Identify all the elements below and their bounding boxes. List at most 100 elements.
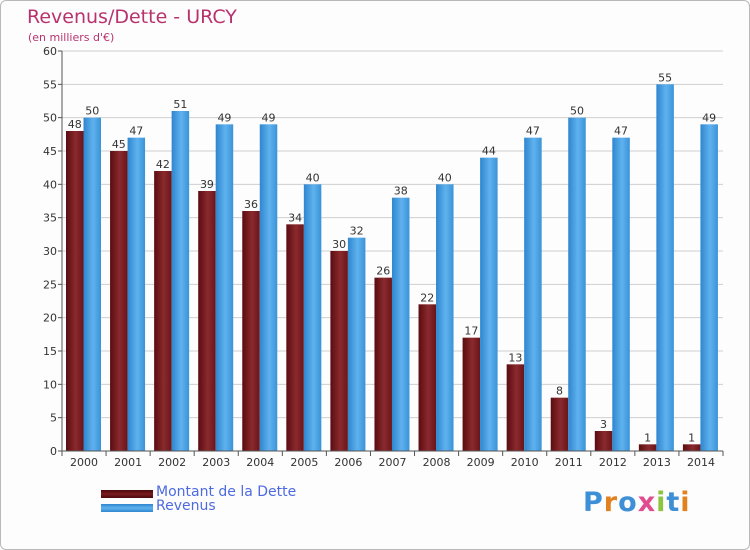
x-tick-label: 2011 bbox=[555, 456, 583, 469]
bar-debt-2003 bbox=[198, 191, 216, 451]
x-tick-label: 2005 bbox=[290, 456, 318, 469]
x-tick-label: 2001 bbox=[114, 456, 142, 469]
logo-letter: i bbox=[656, 487, 667, 518]
x-tick-label: 2009 bbox=[467, 456, 495, 469]
data-label-revenue-2004: 49 bbox=[262, 111, 276, 124]
x-tick-label: 2010 bbox=[511, 456, 539, 469]
y-tick-label: 25 bbox=[43, 278, 57, 291]
data-label-revenue-2012: 47 bbox=[614, 125, 628, 138]
x-tick-label: 2002 bbox=[158, 456, 186, 469]
bar-revenue-2007 bbox=[391, 197, 410, 451]
data-label-revenue-2010: 47 bbox=[526, 125, 540, 138]
bar-revenue-2004 bbox=[259, 124, 278, 451]
y-tick-label: 55 bbox=[43, 78, 57, 91]
data-label-revenue-2003: 49 bbox=[217, 111, 231, 124]
bar-revenue-2011 bbox=[568, 117, 586, 452]
data-label-revenue-2002: 51 bbox=[173, 98, 187, 111]
data-label-debt-2010: 13 bbox=[508, 351, 522, 364]
legend-label-debt: Montant de la Dette bbox=[156, 484, 297, 500]
data-label-revenue-2001: 47 bbox=[129, 125, 143, 138]
y-tick-label: 5 bbox=[50, 412, 57, 425]
data-label-debt-2001: 45 bbox=[112, 138, 126, 151]
y-tick-label: 45 bbox=[43, 145, 57, 158]
x-tick-label: 2006 bbox=[334, 456, 362, 469]
chart-subtitle: (en milliers d'€) bbox=[28, 31, 115, 44]
data-label-debt-2014: 1 bbox=[688, 431, 695, 444]
data-label-debt-2012: 3 bbox=[600, 418, 607, 431]
data-label-revenue-2005: 40 bbox=[306, 171, 320, 184]
bar-revenue-2010 bbox=[524, 137, 542, 451]
x-tick-label: 2014 bbox=[687, 456, 715, 469]
x-tick-label: 2007 bbox=[379, 456, 407, 469]
bar-debt-2014 bbox=[682, 444, 701, 451]
bar-debt-2010 bbox=[506, 364, 525, 451]
y-tick-label: 20 bbox=[43, 312, 57, 325]
bar-revenue-2014 bbox=[700, 124, 718, 451]
bar-debt-2005 bbox=[286, 224, 304, 451]
data-label-debt-2000: 48 bbox=[68, 118, 82, 131]
y-tick-label: 0 bbox=[50, 445, 57, 458]
bar-debt-2006 bbox=[330, 251, 348, 451]
y-tick-label: 10 bbox=[43, 378, 57, 391]
bar-revenue-2008 bbox=[436, 184, 454, 452]
bar-debt-2004 bbox=[242, 211, 260, 451]
legend-swatch-debt bbox=[101, 490, 153, 498]
bar-debt-2008 bbox=[418, 304, 437, 451]
data-label-debt-2009: 17 bbox=[464, 325, 478, 338]
data-label-revenue-2011: 50 bbox=[570, 105, 584, 118]
logo-letter: o bbox=[618, 487, 638, 518]
y-tick-label: 50 bbox=[43, 112, 57, 125]
bar-debt-2011 bbox=[550, 397, 569, 451]
data-label-debt-2007: 26 bbox=[376, 265, 390, 278]
bar-revenue-2009 bbox=[480, 157, 498, 451]
x-tick-label: 2000 bbox=[70, 456, 98, 469]
data-label-revenue-2009: 44 bbox=[482, 145, 496, 158]
logo-letter: r bbox=[603, 487, 619, 518]
data-label-debt-2008: 22 bbox=[420, 291, 434, 304]
bar-debt-2012 bbox=[594, 431, 613, 451]
x-tick-label: 2013 bbox=[643, 456, 671, 469]
logo-letter: i bbox=[680, 487, 691, 518]
data-label-debt-2004: 36 bbox=[244, 198, 258, 211]
data-label-debt-2006: 30 bbox=[332, 238, 346, 251]
data-label-debt-2011: 8 bbox=[556, 385, 563, 398]
data-label-revenue-2014: 49 bbox=[702, 111, 716, 124]
logo-letter: t bbox=[666, 487, 681, 518]
x-tick-label: 2004 bbox=[246, 456, 274, 469]
bar-revenue-2003 bbox=[215, 124, 234, 451]
bar-debt-2000 bbox=[66, 131, 84, 451]
bar-debt-2002 bbox=[154, 171, 172, 451]
data-label-debt-2003: 39 bbox=[200, 178, 214, 191]
data-label-revenue-2008: 40 bbox=[438, 171, 452, 184]
data-label-debt-2005: 34 bbox=[288, 211, 302, 224]
legend-label-revenue: Revenus bbox=[156, 498, 216, 514]
data-label-debt-2002: 42 bbox=[156, 158, 170, 171]
data-label-revenue-2007: 38 bbox=[394, 185, 408, 198]
bar-revenue-2000 bbox=[83, 117, 101, 452]
chart-title: Revenus/Dette - URCY bbox=[27, 6, 237, 28]
data-label-revenue-2000: 50 bbox=[85, 105, 99, 118]
x-tick-label: 2012 bbox=[599, 456, 627, 469]
bar-debt-2009 bbox=[462, 337, 481, 451]
data-label-revenue-2006: 32 bbox=[350, 225, 364, 238]
bar-debt-2001 bbox=[110, 151, 128, 451]
bar-revenue-2005 bbox=[303, 184, 322, 452]
x-tick-label: 2008 bbox=[423, 456, 451, 469]
bar-debt-2007 bbox=[374, 277, 392, 451]
y-tick-label: 35 bbox=[43, 212, 57, 225]
x-tick-label: 2003 bbox=[202, 456, 230, 469]
y-tick-label: 40 bbox=[43, 178, 57, 191]
logo-letter: x bbox=[637, 487, 657, 518]
bar-revenue-2012 bbox=[612, 137, 630, 451]
bar-revenue-2002 bbox=[171, 111, 190, 451]
y-tick-label: 60 bbox=[43, 45, 57, 58]
bar-revenue-2001 bbox=[127, 137, 146, 451]
proxiti-logo: Proxiti bbox=[583, 487, 691, 518]
bar-revenue-2006 bbox=[347, 237, 366, 451]
legend-swatch-revenue bbox=[101, 504, 153, 512]
y-tick-label: 30 bbox=[43, 245, 57, 258]
bar-revenue-2013 bbox=[656, 84, 674, 451]
data-label-debt-2013: 1 bbox=[644, 431, 651, 444]
